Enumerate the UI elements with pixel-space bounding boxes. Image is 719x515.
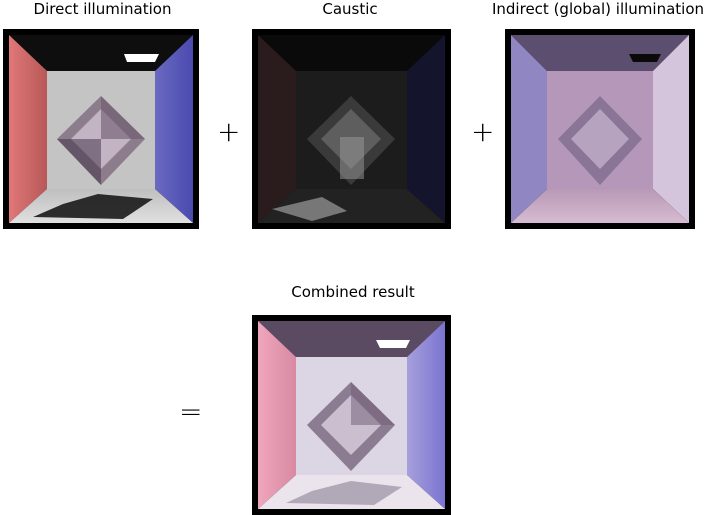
label-direct-illumination: Direct illumination <box>33 0 172 18</box>
label-indirect-illumination: Indirect (global) illumination <box>491 0 705 18</box>
combined-result-render <box>252 315 451 515</box>
plus-operator-2: + <box>471 115 495 148</box>
equals-operator: = <box>179 395 203 428</box>
direct-illumination-render <box>3 29 199 229</box>
indirect-illumination-render <box>505 29 695 229</box>
plus-operator-1: + <box>217 115 241 148</box>
label-caustic: Caustic <box>322 0 378 18</box>
label-combined-result: Combined result <box>291 283 415 301</box>
caustic-render <box>252 29 451 229</box>
